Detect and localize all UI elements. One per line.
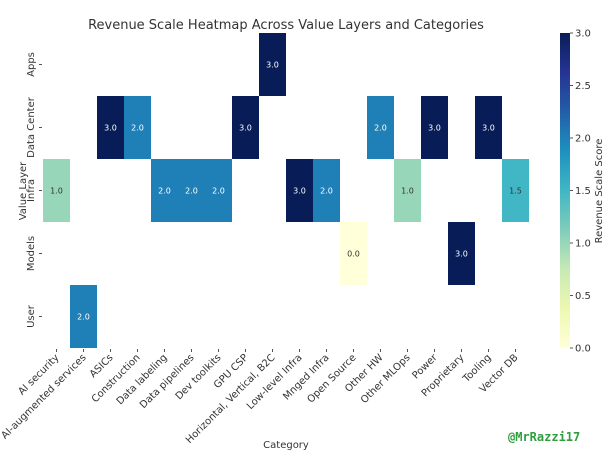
colorbar-tick-label: 3.0: [575, 29, 591, 40]
colorbar-tick-label: 2.5: [575, 81, 591, 92]
heatmap-cell: [340, 222, 367, 285]
heatmap-cell: [178, 159, 205, 222]
heatmap-cell-label: 3.0: [239, 124, 252, 133]
heatmap-cell: [124, 96, 151, 159]
colorbar-tick-label: 1.0: [575, 239, 591, 250]
heatmap-cell: [205, 159, 232, 222]
heatmap-cell-label: 2.0: [374, 124, 387, 133]
y-tick-label: Infra: [26, 179, 37, 202]
heatmap-cell-label: 2.0: [131, 124, 144, 133]
heatmap-cell-label: 3.0: [482, 124, 495, 133]
heatmap-cell-label: 1.0: [50, 187, 63, 196]
heatmap-cell-label: 2.0: [158, 187, 171, 196]
heatmap-cell-label: 1.0: [401, 187, 414, 196]
y-axis-ticks: Apps Data Center Infra Models User: [26, 52, 42, 328]
colorbar-tick-label: 0.0: [575, 344, 591, 355]
colorbar-tick-label: 1.5: [575, 186, 591, 197]
heatmap-cell-label: 0.0: [347, 250, 360, 259]
heatmap-cell-label: 3.0: [455, 250, 468, 259]
colorbar-tick-label: 2.0: [575, 134, 591, 145]
heatmap-cell: [313, 159, 340, 222]
heatmap-cell: [70, 285, 97, 348]
y-tick-label: Models: [26, 236, 37, 271]
heatmap-cell: [151, 159, 178, 222]
heatmap-cell: [259, 33, 286, 96]
heatmap-cell-label: 2.0: [77, 313, 90, 322]
colorbar-gradient: [560, 33, 570, 348]
colorbar: 0.0 0.5 1.0 1.5 2.0 2.5 3.0: [560, 29, 591, 355]
heatmap-cell-label: 3.0: [266, 61, 279, 70]
heatmap-cell-label: 3.0: [428, 124, 441, 133]
y-tick-label: User: [26, 304, 37, 328]
heatmap-cell: [475, 96, 502, 159]
heatmap-cell-label: 2.0: [185, 187, 198, 196]
heatmap-cell-label: 1.5: [509, 187, 522, 196]
heatmap-cell: [232, 96, 259, 159]
y-tick-label: Data Center: [26, 96, 37, 158]
heatmap-cell-label: 2.0: [320, 187, 333, 196]
heatmap-cell: [97, 96, 124, 159]
heatmap-cell: [367, 96, 394, 159]
y-axis-label: Value Layer: [18, 161, 29, 220]
heatmap-cell: [43, 159, 70, 222]
chart-title: Revenue Scale Heatmap Across Value Layer…: [88, 18, 484, 33]
heatmap-cell-label: 2.0: [212, 187, 225, 196]
heatmap-cell-label: 3.0: [104, 124, 117, 133]
heatmap-cell-label: 3.0: [293, 187, 306, 196]
x-tick-label: Other MLOps: [359, 352, 413, 406]
heatmap-cell: [421, 96, 448, 159]
colorbar-tick-label: 0.5: [575, 291, 591, 302]
heatmap-cell: [448, 222, 475, 285]
watermark: @MrRazzi17: [508, 430, 581, 444]
heatmap-cells: 3.0 3.0 2.0 3.0 2.0 3.0 3.0 1.0 2.0 2.0 2.0 3.0 2.0 1…: [43, 33, 529, 348]
colorbar-label: Revenue Scale Score: [594, 139, 605, 244]
x-axis-label: Category: [263, 440, 309, 451]
y-tick-label: Apps: [26, 52, 37, 77]
heatmap-cell: [286, 159, 313, 222]
heatmap-cell: [394, 159, 421, 222]
heatmap-cell: [502, 159, 529, 222]
